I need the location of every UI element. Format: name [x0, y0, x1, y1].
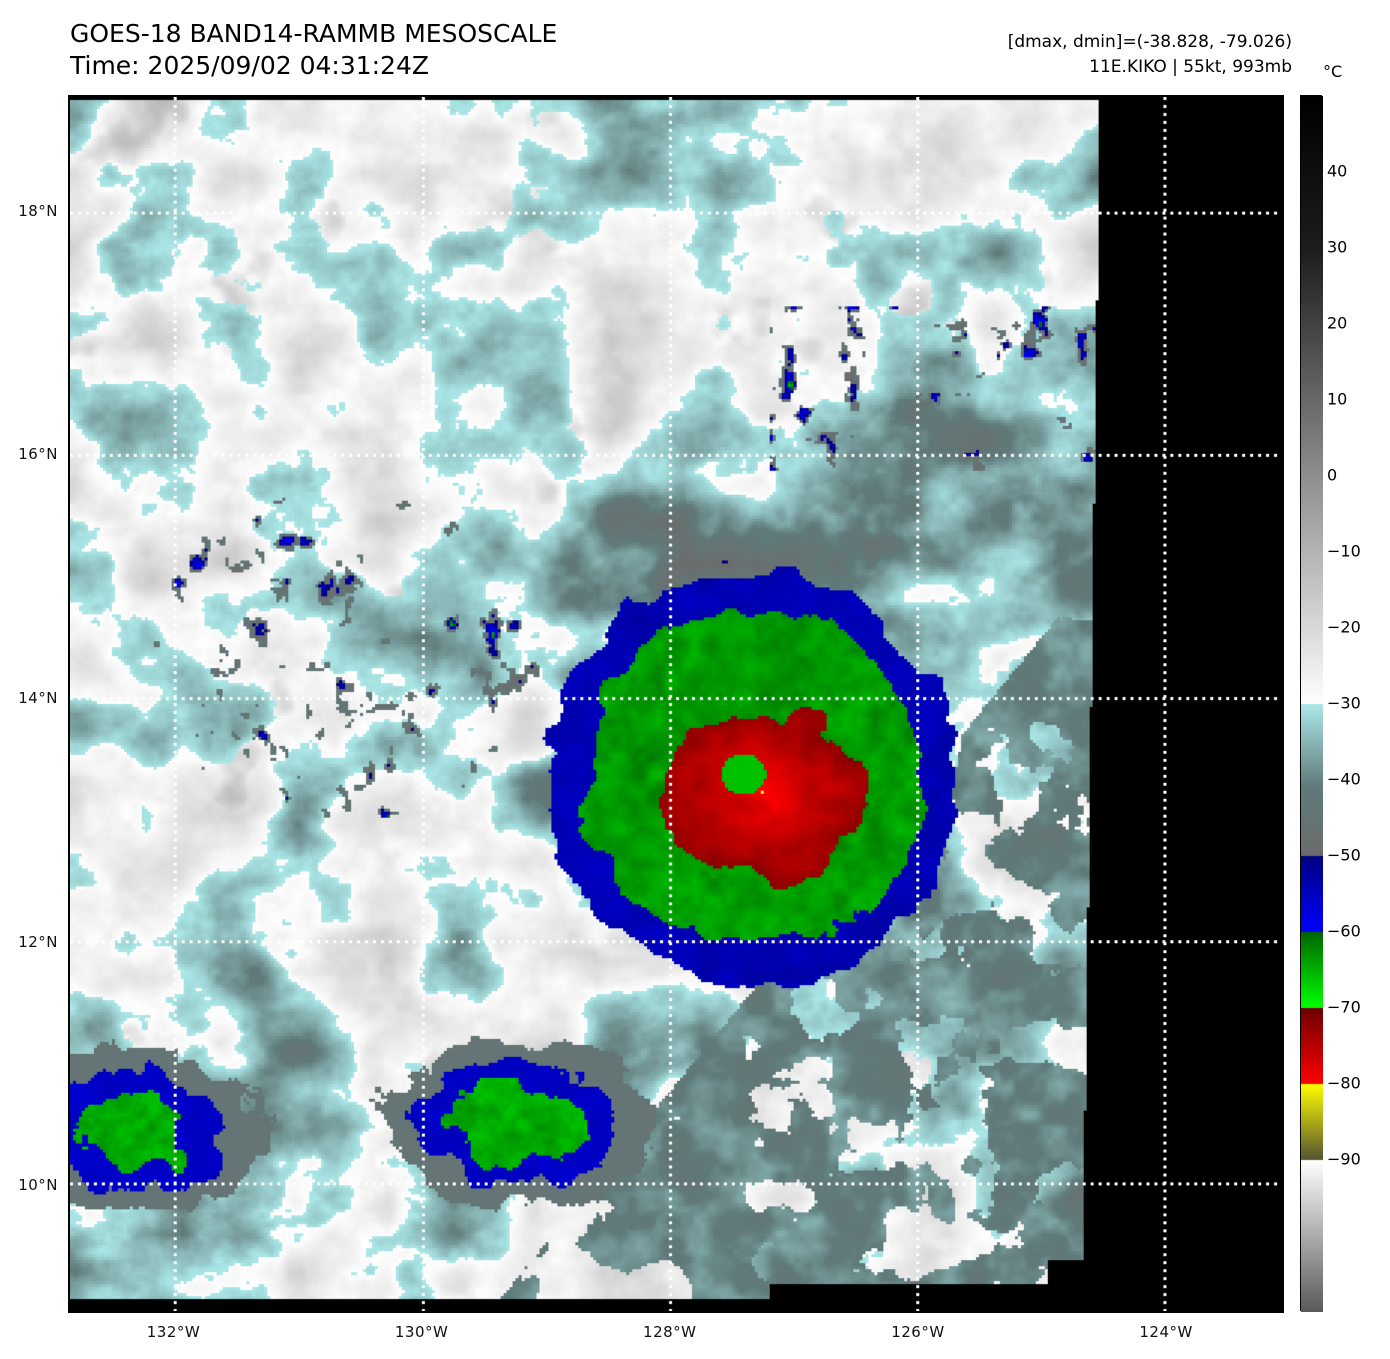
colorbar-tick--20: −20	[1327, 617, 1361, 637]
colorbar-tick--70: −70	[1327, 997, 1361, 1017]
colorbar-tick--50: −50	[1327, 845, 1361, 865]
colorbar-tick--80: −80	[1327, 1073, 1361, 1093]
colorbar-tick-20: 20	[1327, 313, 1348, 333]
lat-tick-14: 14°N	[18, 688, 58, 707]
colorbar-tick--90: −90	[1327, 1149, 1361, 1169]
lat-tick-18: 18°N	[18, 201, 58, 220]
lon-tick-128: 128°W	[643, 1323, 697, 1341]
colorbar-tick--10: −10	[1327, 541, 1361, 561]
lat-tick-10: 10°N	[18, 1176, 58, 1195]
colorbar	[1300, 95, 1323, 1312]
storm-info-label: 11E.KIKO | 55kt, 993mb	[1089, 57, 1292, 77]
colorbar-tick-30: 30	[1327, 237, 1348, 257]
lon-tick-124: 124°W	[1139, 1323, 1193, 1341]
metadata-block: [dmax, dmin]=(-38.828, -79.026) 11E.KIKO…	[1008, 30, 1292, 80]
page-title: GOES-18 BAND14-RAMMB MESOSCALE	[70, 19, 558, 48]
title-block: GOES-18 BAND14-RAMMB MESOSCALE Time: 202…	[70, 18, 557, 82]
lon-tick-130: 130°W	[394, 1323, 449, 1341]
colorbar-tick--60: −60	[1327, 921, 1361, 941]
satellite-image-panel[interactable]: Copyright © 2020-2025 Dapiya	[68, 95, 1284, 1313]
lon-tick-126: 126°W	[891, 1323, 945, 1341]
lon-tick-132: 132°W	[146, 1323, 201, 1341]
colorbar-unit-label: °C	[1323, 62, 1343, 81]
satellite-imagery-canvas[interactable]	[70, 97, 1282, 1311]
lat-tick-16: 16°N	[18, 445, 58, 464]
timestamp-label: Time: 2025/09/02 04:31:24Z	[70, 51, 429, 80]
dminmax-label: [dmax, dmin]=(-38.828, -79.026)	[1007, 32, 1292, 52]
colorbar-tick--40: −40	[1327, 769, 1361, 789]
colorbar-tick--30: −30	[1327, 693, 1361, 713]
colorbar-tick-40: 40	[1327, 161, 1348, 181]
colorbar-tick-10: 10	[1327, 389, 1348, 409]
colorbar-tick-0: 0	[1327, 465, 1338, 485]
colorbar-gradient	[1301, 96, 1323, 1312]
lat-tick-12: 12°N	[18, 932, 58, 951]
